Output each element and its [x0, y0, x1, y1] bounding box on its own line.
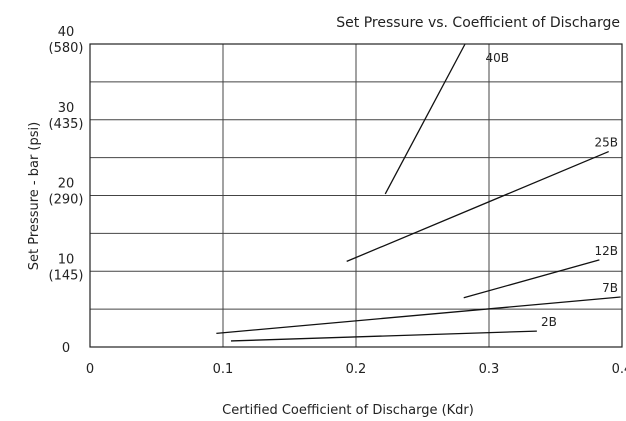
- series-line-7b: [216, 296, 621, 335]
- y-tick-sublabel: (290): [49, 193, 84, 208]
- tick-labels: 0 0.1 0.2 0.3 0.4 0 10(145) 20(290) 30(435) 40(58…: [49, 25, 626, 377]
- grid: [89, 43, 623, 348]
- y-tick-label: 10: [58, 252, 75, 267]
- series-line-25b: [346, 150, 609, 263]
- plot-frame: [89, 43, 623, 348]
- series-label-2b: 2B: [541, 315, 557, 329]
- x-tick-label: 0.2: [346, 362, 367, 377]
- series-label-12b: 12B: [594, 244, 618, 258]
- series-label-25b: 25B: [594, 136, 618, 150]
- x-axis-label: Certified Coefficient of Discharge (Kdr): [222, 403, 474, 418]
- series-label-40b: 40B: [486, 51, 510, 65]
- series-line-12b: [463, 259, 600, 299]
- series-line-40b: [384, 43, 466, 195]
- x-tick-label: 0: [86, 362, 94, 377]
- y-tick-sublabel: (145): [49, 268, 84, 283]
- y-tick-label: 0: [62, 341, 70, 356]
- y-tick-label: 30: [58, 101, 75, 116]
- series-label-7b: 7B: [602, 281, 618, 295]
- y-tick-sublabel: (435): [49, 117, 84, 132]
- chart-title: Set Pressure vs. Coefficient of Discharg…: [336, 15, 620, 31]
- y-tick-sublabel: (580): [49, 41, 84, 56]
- series-line-2b: [230, 330, 537, 342]
- x-tick-label: 0.3: [479, 362, 500, 377]
- y-tick-label: 20: [58, 177, 75, 192]
- series-lines: 40B 25B 12B 7B 2B: [216, 43, 621, 342]
- x-tick-label: 0.1: [213, 362, 234, 377]
- x-tick-label: 0.4: [612, 362, 626, 377]
- y-tick-label: 40: [58, 25, 75, 40]
- y-axis-label: Set Pressure - bar (psi): [27, 122, 42, 270]
